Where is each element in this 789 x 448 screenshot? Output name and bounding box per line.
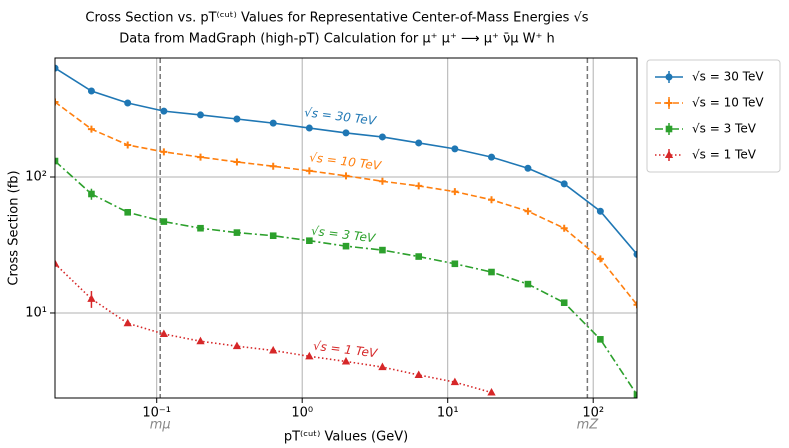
legend: √s = 30 TeV √s = 10 TeV √s = 3 TeV √s = 1 T… xyxy=(646,59,781,173)
legend-box xyxy=(646,59,781,173)
marker xyxy=(341,356,351,365)
marker xyxy=(487,387,496,396)
legend-marker xyxy=(665,73,673,81)
marker xyxy=(524,207,532,215)
marker xyxy=(305,351,314,360)
marker xyxy=(633,250,637,258)
x-tick-label: 10¹ xyxy=(437,406,459,421)
marker xyxy=(197,111,204,119)
legend-marker xyxy=(665,125,673,133)
marker xyxy=(342,242,350,250)
marker xyxy=(596,207,604,215)
marker xyxy=(87,294,96,302)
marker xyxy=(124,208,132,216)
marker xyxy=(123,318,132,327)
marker xyxy=(451,145,459,153)
marker xyxy=(88,190,95,198)
marker xyxy=(159,329,169,338)
marker xyxy=(160,218,168,225)
marker xyxy=(233,229,241,236)
plot-frame xyxy=(54,57,638,399)
x-axis-label: pT⁽ᶜᵘᵗ⁾ Values (GeV) xyxy=(284,430,408,445)
marker xyxy=(488,196,495,204)
marker xyxy=(488,153,495,161)
annotation: √s = 10 TeV xyxy=(308,150,382,173)
chart-subtitle: Data from MadGraph (high-pT) Calculation… xyxy=(119,32,554,47)
marker xyxy=(269,232,277,240)
marker xyxy=(305,167,313,175)
marker xyxy=(633,391,637,398)
marker xyxy=(560,299,568,307)
marker xyxy=(269,162,277,170)
marker xyxy=(379,246,386,254)
legend-label: √s = 30 TeV xyxy=(692,70,764,84)
x-tick-label: 10² xyxy=(582,406,604,421)
x-tick-label: 10⁻¹ xyxy=(142,406,171,421)
marker xyxy=(305,124,313,132)
marker xyxy=(233,158,241,166)
marker xyxy=(55,98,59,106)
legend-marker xyxy=(664,150,674,158)
marker xyxy=(124,141,132,149)
marker xyxy=(342,129,350,137)
marker xyxy=(342,172,350,180)
marker xyxy=(560,224,568,232)
marker xyxy=(160,107,168,115)
legend-label: √s = 10 TeV xyxy=(692,96,764,110)
series-line xyxy=(55,263,492,394)
marker xyxy=(269,345,278,354)
marker xyxy=(451,260,459,268)
marker xyxy=(488,268,495,276)
marker xyxy=(415,182,423,190)
marker xyxy=(450,377,460,386)
x-tick-label: 10⁰ xyxy=(291,406,313,421)
marker xyxy=(269,119,277,127)
y-axis-label: Cross Section (fb) xyxy=(7,170,22,285)
series-line xyxy=(55,101,637,306)
marker xyxy=(87,87,95,95)
marker xyxy=(233,115,241,123)
marker xyxy=(524,164,532,172)
marker xyxy=(560,180,568,188)
marker xyxy=(197,224,204,232)
marker xyxy=(597,336,604,343)
marker xyxy=(451,188,459,196)
reference-label: mZ xyxy=(577,418,600,433)
marker xyxy=(160,148,168,156)
marker xyxy=(87,125,95,133)
marker xyxy=(55,259,60,267)
marker xyxy=(414,370,423,378)
marker xyxy=(197,153,204,161)
marker xyxy=(378,362,387,371)
plot-area xyxy=(55,64,637,398)
marker xyxy=(232,341,242,350)
marker xyxy=(524,280,532,288)
y-tick-label: 10² xyxy=(25,169,47,184)
marker xyxy=(124,99,132,107)
annotation: √s = 1 TeV xyxy=(312,339,378,361)
marker xyxy=(596,255,604,263)
y-tick-label: 10¹ xyxy=(25,305,47,320)
marker xyxy=(633,301,637,309)
legend-label: √s = 3 TeV xyxy=(692,122,757,136)
annotation: √s = 30 TeV xyxy=(303,105,377,128)
chart-title: Cross Section vs. pT⁽ᶜᵘᵗ⁾ Values for Rep… xyxy=(85,11,588,26)
marker xyxy=(378,133,386,141)
marker xyxy=(306,237,313,245)
marker xyxy=(196,336,205,345)
reference-label: mμ xyxy=(150,418,171,433)
marker xyxy=(378,177,386,185)
marker xyxy=(415,139,423,147)
legend-marker xyxy=(665,99,673,107)
legend-label: √s = 1 TeV xyxy=(692,148,757,162)
marker xyxy=(415,253,423,260)
marker xyxy=(55,64,59,72)
